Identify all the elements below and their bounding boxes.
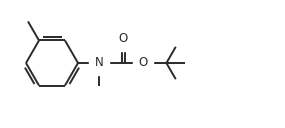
Text: O: O	[139, 56, 148, 70]
Text: O: O	[119, 32, 128, 45]
Text: N: N	[95, 56, 103, 70]
